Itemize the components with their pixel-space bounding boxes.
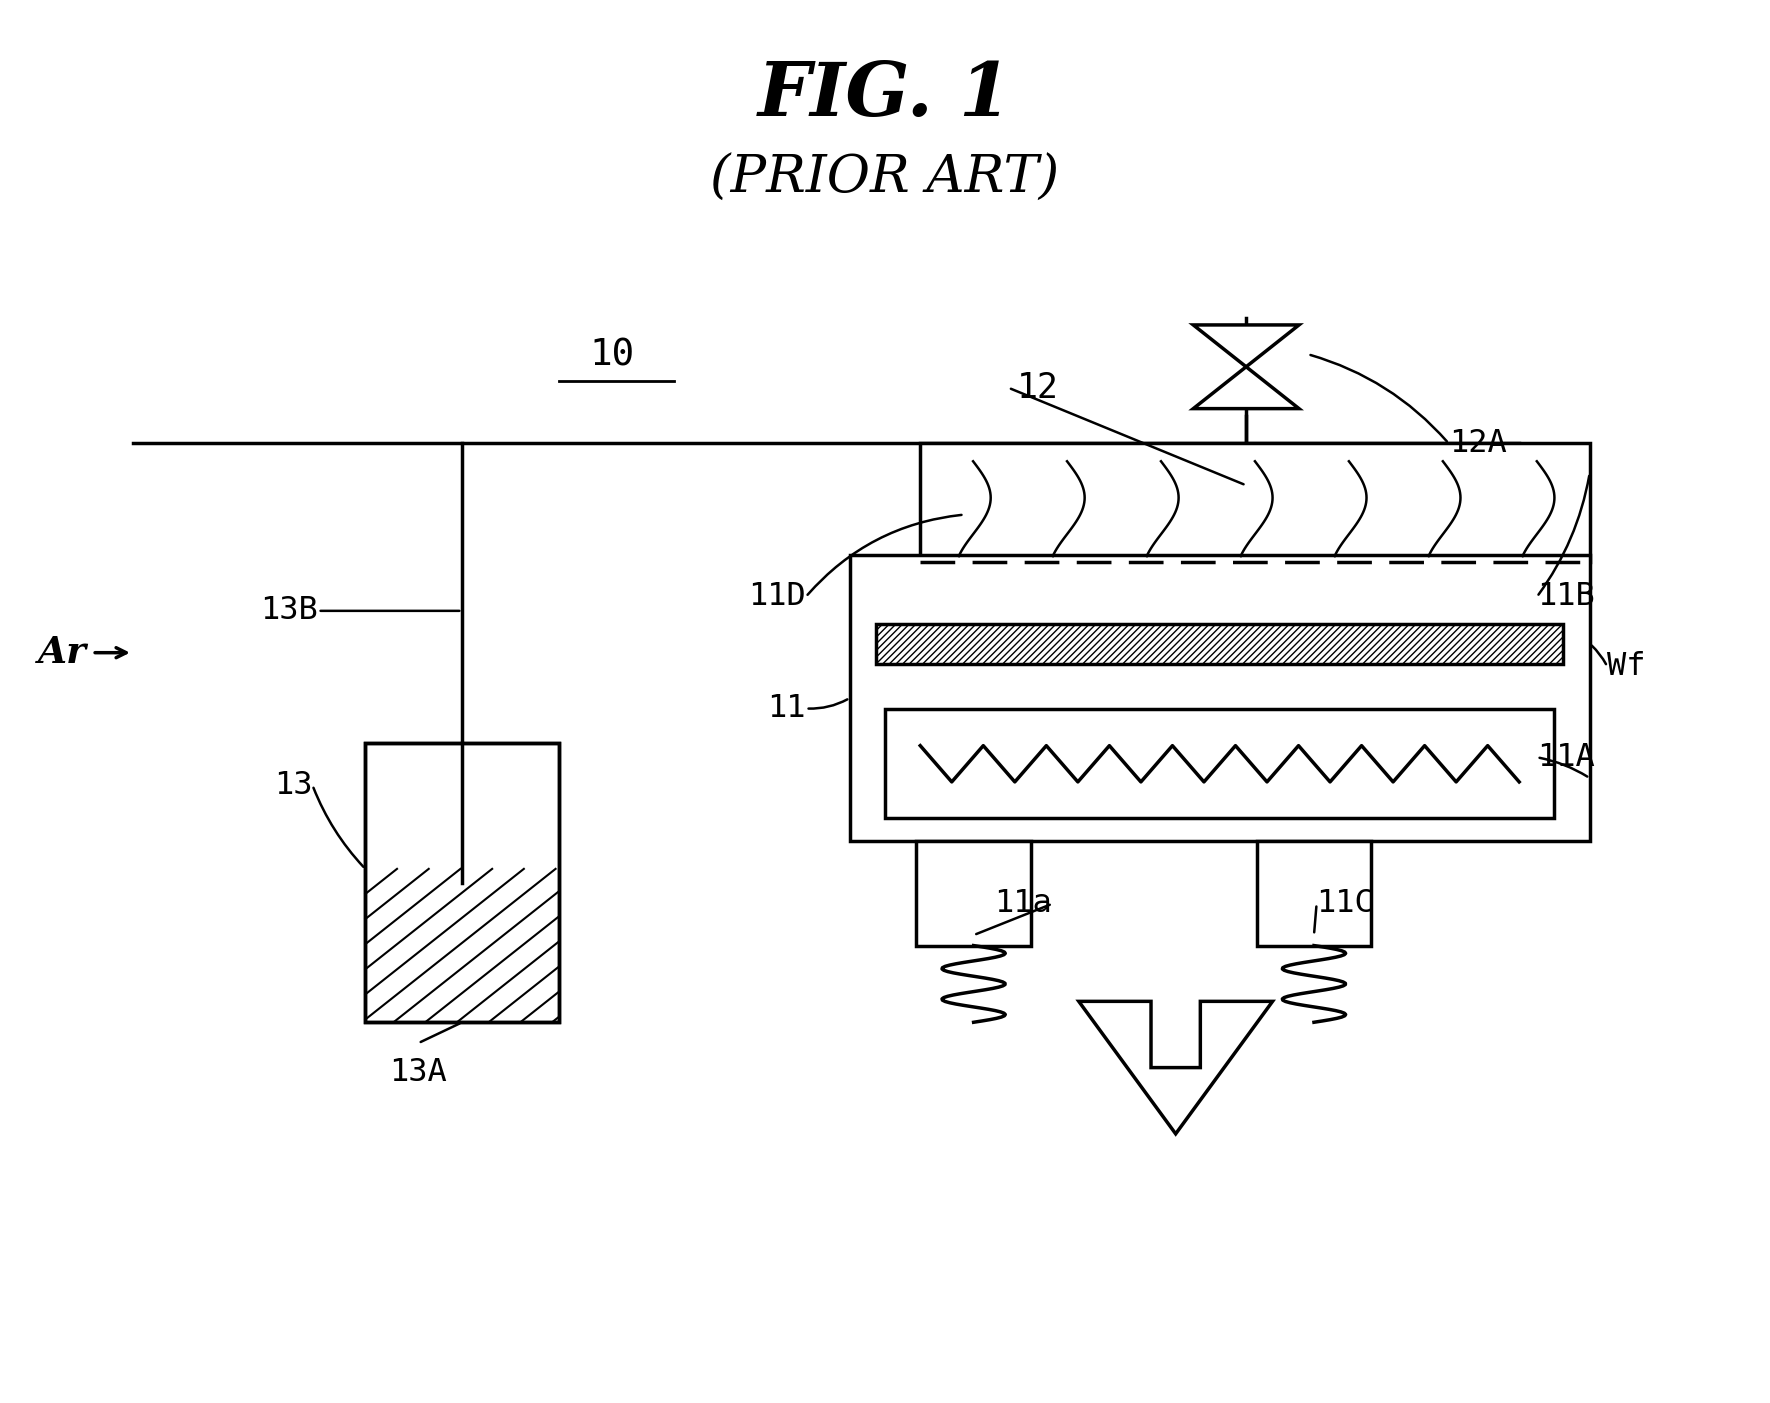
Text: 12: 12 [1018,370,1058,404]
Bar [365,744,559,1023]
Bar [920,443,1589,563]
Bar [1257,840,1372,946]
Bar [365,744,559,1023]
Polygon shape [1078,1002,1273,1134]
Polygon shape [1193,366,1299,408]
Text: 11D: 11D [749,581,805,612]
Text: 11: 11 [766,693,805,724]
Text: FIG. 1: FIG. 1 [758,59,1012,130]
Text: 11C: 11C [1317,888,1374,919]
Text: 13A: 13A [389,1056,448,1089]
Bar [885,710,1554,818]
Text: 13B: 13B [260,595,319,626]
Text: 11a: 11a [995,888,1053,919]
Text: 11A: 11A [1536,742,1595,773]
Polygon shape [1193,325,1299,366]
Bar [876,624,1563,664]
Bar [917,840,1030,946]
Text: 13: 13 [274,770,313,801]
Text: (PRIOR ART): (PRIOR ART) [710,153,1060,203]
Text: Wf: Wf [1607,651,1646,682]
Bar [850,556,1589,840]
Text: 12A: 12A [1448,428,1506,459]
Text: 11B: 11B [1536,581,1595,612]
Text: Ar: Ar [39,634,87,671]
Text: 10: 10 [589,338,635,373]
